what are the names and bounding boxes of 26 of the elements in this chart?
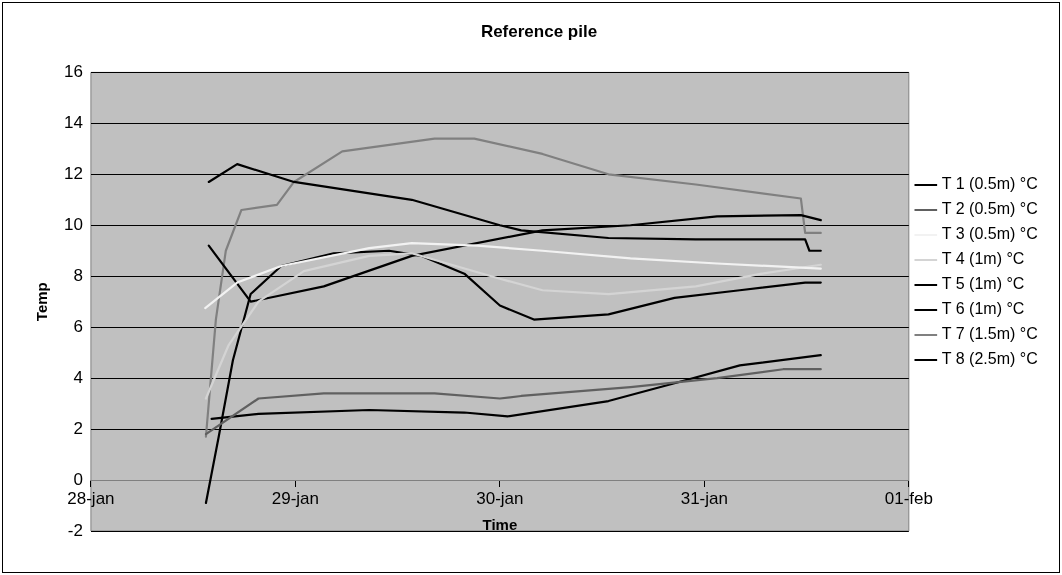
- x-tick-label: 31-jan: [680, 488, 728, 508]
- y-tick-label: 16: [63, 62, 83, 82]
- y-tick-label: 0: [73, 469, 83, 489]
- x-tick-label: 29-jan: [271, 488, 320, 508]
- x-axis-title: Time: [482, 515, 518, 533]
- legend-label: T 5 (1m) °C: [941, 275, 1025, 293]
- legend-label: T 6 (1m) °C: [941, 300, 1025, 318]
- y-tick-label: -2: [67, 520, 83, 540]
- legend-label: T 8 (2.5m) °C: [941, 350, 1038, 368]
- y-tick-label: 4: [73, 367, 83, 387]
- y-tick-label: 14: [63, 113, 83, 133]
- y-tick-label: 2: [73, 418, 83, 438]
- y-tick-label: 8: [73, 265, 83, 285]
- y-tick-label: 6: [73, 316, 83, 336]
- y-tick-label: 10: [63, 214, 83, 234]
- x-tick-label: 30-jan: [476, 488, 524, 508]
- legend-label: T 3 (0.5m) °C: [941, 225, 1038, 243]
- y-tick-label: 12: [63, 164, 83, 183]
- legend-label: T 1 (0.5m) °C: [941, 175, 1038, 193]
- chart-title: Reference pile: [480, 21, 598, 41]
- legend-label: T 2 (0.5m) °C: [941, 200, 1038, 218]
- legend-label: T 4 (1m) °C: [941, 250, 1025, 268]
- x-tick-label: 01-feb: [884, 488, 933, 508]
- x-tick-label: 28-jan: [67, 488, 115, 508]
- y-axis-title: Temp: [33, 282, 51, 322]
- legend-label: T 7 (1.5m) °C: [941, 325, 1038, 343]
